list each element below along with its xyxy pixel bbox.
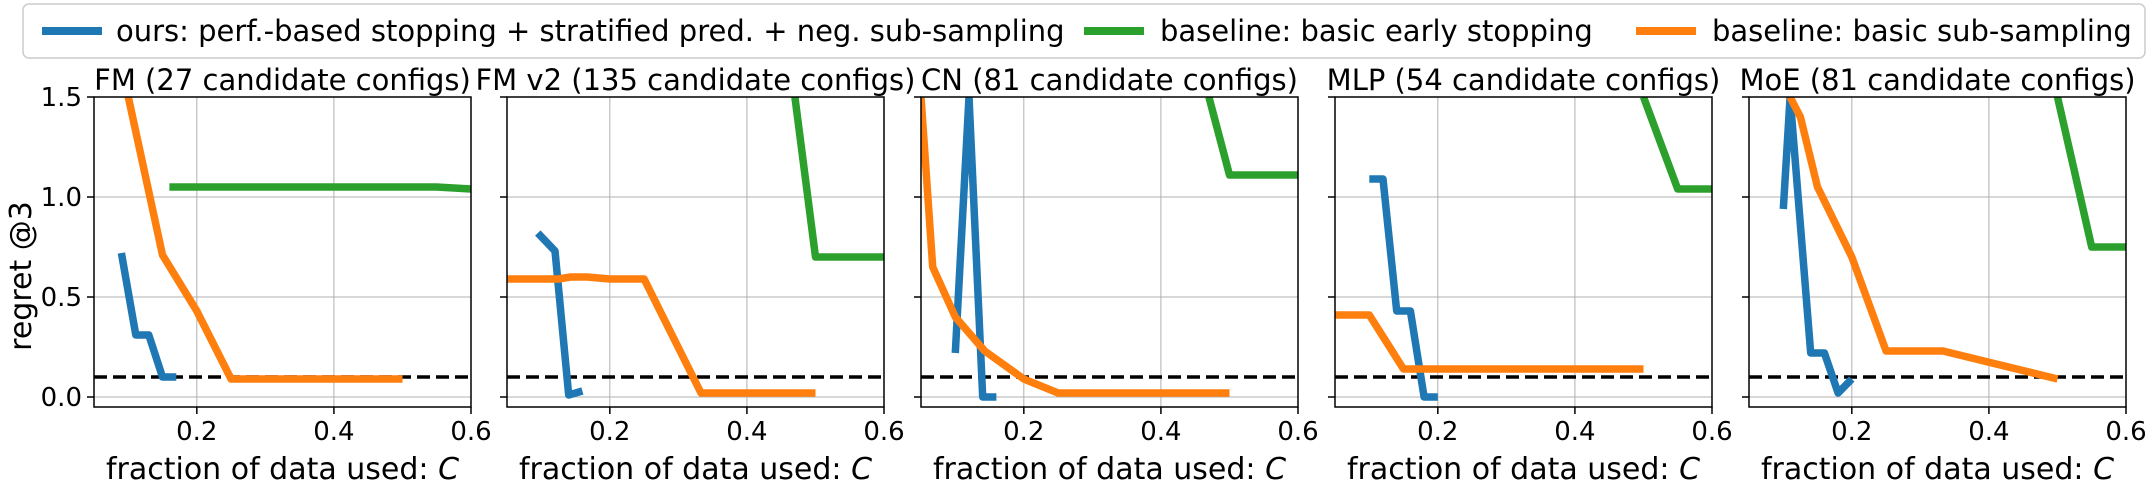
panel-3: 0.2 0.4 0.6 CN (81 candidate configs) fracti…: [914, 63, 1319, 486]
x-tick-label: 0.2: [176, 417, 217, 447]
x-axis-label: fraction of data used: C: [1761, 452, 2114, 486]
series-line-ours: [951, 97, 997, 401]
x-tick-label: 0.4: [1968, 417, 2009, 447]
x-tick-label: 0.4: [726, 417, 767, 447]
series-line-early-stopping: [1639, 97, 1712, 193]
series-line-sub-sampling: [507, 273, 816, 397]
x-tick-label: 0.4: [313, 417, 354, 447]
series-group: [507, 97, 884, 399]
y-axis-label: regret @3: [4, 201, 39, 351]
x-tick-label: 0.6: [450, 417, 491, 447]
axes-frame: [1334, 96, 1713, 408]
x-axis-label: fraction of data used: C: [106, 452, 459, 486]
x-tick-label: 0.4: [1554, 417, 1595, 447]
series-line-sub-sampling: [1786, 97, 2059, 383]
panel-title: MoE (81 candidate configs): [1739, 63, 2135, 97]
series-group: [921, 97, 1298, 401]
legend-label-sub-sampling: baseline: basic sub-sampling: [1712, 14, 2132, 48]
y-tick-label: 1.0: [41, 183, 82, 213]
legend-entry-sub-sampling: baseline: basic sub-sampling: [1636, 14, 2132, 48]
y-tick-label: 1.5: [41, 83, 82, 113]
x-tick-label: 0.6: [1691, 417, 1732, 447]
series-line-ours: [117, 252, 177, 381]
panel-5: 0.2 0.4 0.6 MoE (81 candidate configs) fract…: [1739, 63, 2146, 486]
x-tick-label: 0.6: [1277, 417, 1318, 447]
legend-label-early-stopping: baseline: basic early stopping: [1160, 14, 1593, 48]
legend: ours: perf.-based stopping + stratified …: [22, 3, 2146, 59]
series-line-sub-sampling: [921, 97, 1230, 397]
panel-title: CN (81 candidate configs): [921, 63, 1298, 97]
legend-entry-early-stopping: baseline: basic early stopping: [1084, 14, 1593, 48]
x-tick-label: 0.6: [2105, 417, 2146, 447]
x-tick-label: 0.2: [1003, 417, 1044, 447]
panel-4: 0.2 0.4 0.6 MLP (54 candidate configs) fract…: [1327, 63, 1733, 486]
series-line-ours: [1779, 97, 1855, 397]
x-tick-label: 0.2: [589, 417, 630, 447]
x-tick-label: 0.4: [1140, 417, 1181, 447]
panel-2: 0.2 0.4 0.6 FM v2 (135 candidate configs) fr…: [476, 63, 916, 486]
panel-1: 0.2 0.4 0.6 0.0 0.5 1.0 1.5 FM (27 candidate co…: [41, 63, 492, 486]
x-axis-label: fraction of data used: C: [1347, 452, 1700, 486]
series-line-early-stopping: [1205, 97, 1298, 179]
series-line-sub-sampling: [124, 97, 403, 383]
series-group: [1335, 97, 1712, 401]
axes-frame: [1748, 96, 2127, 408]
series-line-ours: [535, 230, 584, 399]
y-tick-label: 0.5: [41, 283, 82, 313]
legend-label-ours: ours: perf.-based stopping + stratified …: [116, 14, 1065, 48]
axes-frame: [93, 96, 472, 408]
x-axis-label: fraction of data used: C: [519, 452, 872, 486]
series-line-ours: [1369, 175, 1438, 401]
axes-frame: [920, 96, 1299, 408]
plot-area: [94, 97, 471, 407]
x-tick-label: 0.2: [1417, 417, 1458, 447]
series-group: [1779, 97, 2126, 397]
series-line-sub-sampling: [1335, 311, 1644, 373]
series-line-early-stopping: [169, 183, 471, 193]
x-axis-label: fraction of data used: C: [933, 452, 1286, 486]
panel-title: FM (27 candidate configs): [94, 63, 471, 97]
series-line-early-stopping: [791, 97, 884, 261]
x-tick-label: 0.6: [863, 417, 904, 447]
panels: 0.2 0.4 0.6 0.0 0.5 1.0 1.5 FM (27 candidate co…: [41, 63, 2147, 486]
x-tick-label: 0.2: [1831, 417, 1872, 447]
series-group: [117, 97, 471, 383]
legend-entry-ours: ours: perf.-based stopping + stratified …: [42, 14, 1065, 48]
panel-title: FM v2 (135 candidate configs): [476, 63, 916, 97]
plot-area: [507, 97, 884, 407]
y-tick-label: 0.0: [41, 383, 82, 413]
panel-title: MLP (54 candidate configs): [1327, 63, 1721, 97]
axes-frame: [506, 96, 885, 408]
series-line-early-stopping: [2053, 97, 2126, 251]
